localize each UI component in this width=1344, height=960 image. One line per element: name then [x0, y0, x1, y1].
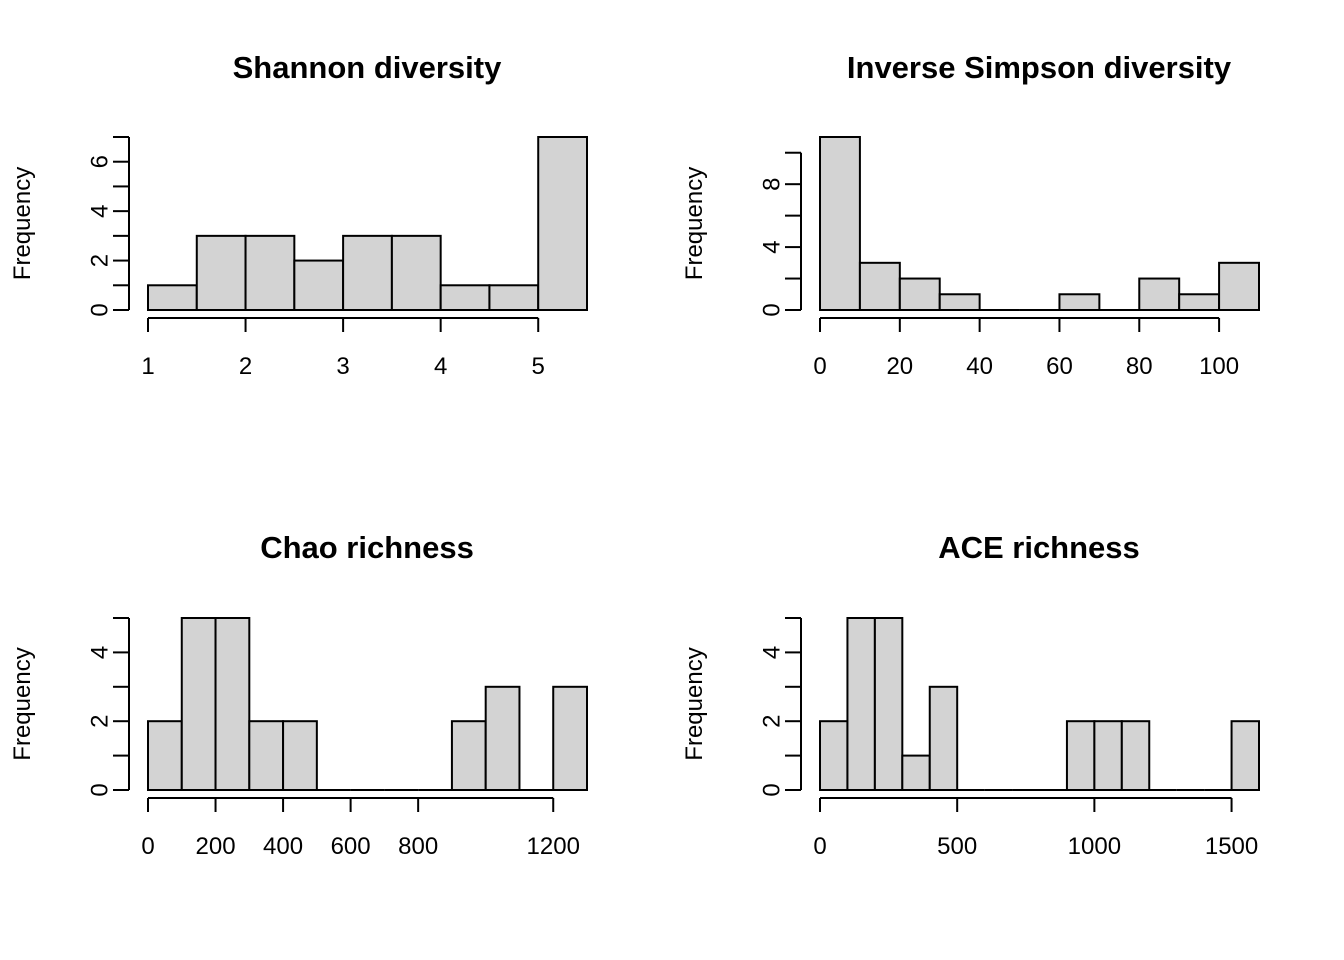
x-tick-label: 2 [239, 353, 252, 380]
x-tick-label: 1500 [1205, 833, 1258, 860]
histogram-panel: Chao richness Frequency 0 2 4 0 200 400 600 800 12… [9, 530, 589, 860]
x-tick-label: 200 [196, 833, 236, 860]
histogram-bar [248, 720, 285, 792]
y-tick-label: 4 [758, 240, 785, 253]
x-tick-label: 80 [1126, 353, 1153, 380]
histogram-bar [484, 685, 521, 791]
histogram-bar [819, 720, 849, 792]
x-tick-label: 4 [434, 353, 447, 380]
y-tick-label: 0 [758, 303, 785, 316]
histogram-bar [901, 754, 931, 791]
histogram-bar [214, 617, 251, 791]
x-tick-label: 600 [331, 833, 371, 860]
y-tick-label: 2 [86, 715, 113, 728]
y-tick-label: 0 [86, 303, 113, 316]
histogram-bar [244, 234, 296, 312]
chart-title: ACE richness [938, 530, 1140, 565]
histogram-bar [537, 136, 589, 311]
y-axis-label: Frequency [681, 167, 708, 280]
y-tick-label: 2 [758, 715, 785, 728]
histogram-bar [1218, 261, 1261, 311]
x-tick-label: 1 [141, 353, 154, 380]
histogram-bar [147, 720, 183, 792]
y-tick-label: 2 [86, 254, 113, 267]
histogram-bar [1093, 720, 1123, 792]
x-tick-label: 0 [141, 833, 154, 860]
y-tick-label: 4 [758, 646, 785, 659]
histogram-bar [552, 685, 589, 791]
x-tick-label: 60 [1046, 353, 1073, 380]
histogram-bar [180, 617, 217, 791]
chart-title: Chao richness [260, 530, 474, 565]
x-tick-label: 100 [1199, 353, 1239, 380]
y-axis-label: Frequency [9, 167, 36, 280]
histogram-bar [1230, 720, 1260, 792]
histogram-bar [858, 261, 901, 311]
x-tick-label: 3 [336, 353, 349, 380]
histogram-bar [819, 136, 861, 311]
histogram-bar [928, 685, 959, 791]
histogram-bar [1138, 277, 1181, 311]
histogram-bar [282, 720, 318, 792]
histogram-bar [342, 234, 393, 312]
y-tick-label: 0 [758, 783, 785, 796]
x-tick-label: 20 [886, 353, 913, 380]
histogram-bar [450, 720, 487, 792]
x-tick-label: 500 [937, 833, 977, 860]
y-axis-label: Frequency [681, 647, 708, 760]
histogram-bar [147, 284, 198, 311]
histogram-bar [938, 293, 981, 312]
y-tick-label: 4 [86, 646, 113, 659]
x-tick-label: 0 [813, 353, 826, 380]
histogram-panel: Shannon diversity Frequency 0 2 4 6 1 2 3 4 5 [9, 50, 589, 380]
histogram-bar [1065, 720, 1096, 792]
y-tick-label: 4 [86, 204, 113, 217]
y-tick-label: 6 [86, 155, 113, 168]
x-tick-label: 400 [263, 833, 303, 860]
histogram-bar [898, 277, 941, 311]
chart-title: Shannon diversity [233, 50, 502, 85]
histogram-bar [390, 234, 442, 312]
histogram-bar [873, 617, 904, 791]
x-tick-label: 800 [398, 833, 438, 860]
y-tick-label: 0 [86, 783, 113, 796]
histogram-bar [1120, 720, 1151, 792]
histogram-bar [439, 284, 491, 311]
histogram-bar [1178, 293, 1221, 312]
histogram-bar [488, 284, 540, 311]
histogram-bar [195, 234, 247, 312]
y-axis-label: Frequency [9, 647, 36, 760]
chart-title: Inverse Simpson diversity [847, 50, 1232, 85]
y-tick-label: 8 [758, 178, 785, 191]
x-tick-label: 5 [532, 353, 545, 380]
x-tick-label: 1200 [527, 833, 580, 860]
histogram-bar [293, 259, 345, 312]
histogram-panel: ACE richness Frequency 0 2 4 0 500 1000 1500 [681, 530, 1260, 860]
histogram-bar [846, 617, 876, 791]
x-tick-label: 1000 [1068, 833, 1121, 860]
x-tick-label: 0 [813, 833, 826, 860]
x-tick-label: 40 [966, 353, 993, 380]
histogram-bar [1058, 293, 1101, 312]
